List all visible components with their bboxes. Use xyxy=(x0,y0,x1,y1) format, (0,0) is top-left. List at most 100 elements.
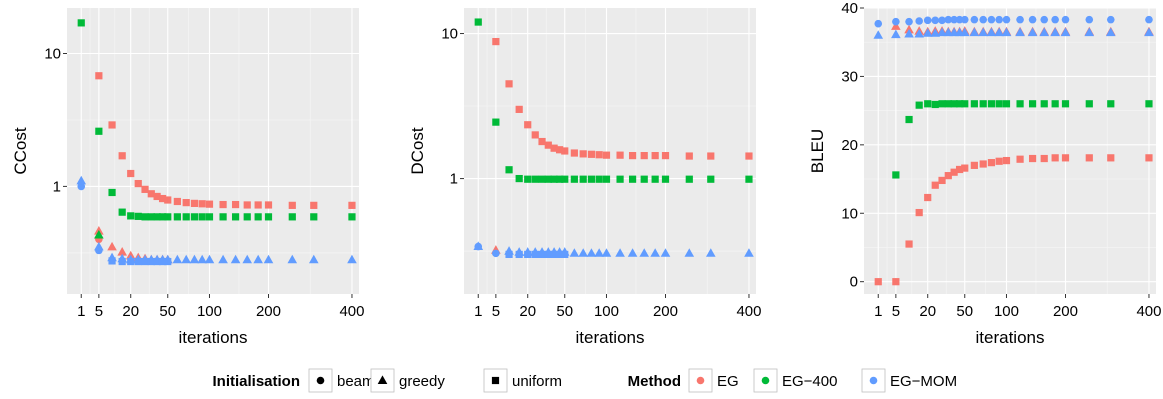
data-point xyxy=(555,175,564,183)
data-point xyxy=(959,27,970,37)
data-point xyxy=(931,16,940,25)
data-point xyxy=(158,213,167,221)
data-point xyxy=(108,188,116,197)
data-point xyxy=(190,213,199,221)
data-point xyxy=(1016,15,1024,24)
data-point xyxy=(685,152,693,160)
data-point xyxy=(601,248,612,257)
data-point xyxy=(924,100,932,108)
panel-background xyxy=(864,8,1156,294)
data-point xyxy=(1040,154,1048,163)
data-point xyxy=(661,175,670,183)
data-point xyxy=(970,15,979,24)
data-point xyxy=(190,199,199,207)
y-tick-label: 20 xyxy=(841,137,858,154)
data-point xyxy=(492,37,500,46)
legend: Initialisation beam greedy uniform Method … xyxy=(212,368,957,393)
data-point xyxy=(1051,100,1059,108)
data-point xyxy=(994,27,1004,37)
data-point xyxy=(264,213,273,221)
data-point xyxy=(924,193,932,202)
data-point xyxy=(1016,155,1024,163)
data-point xyxy=(219,213,227,221)
data-point xyxy=(570,175,578,183)
data-point xyxy=(118,208,126,216)
data-point xyxy=(915,101,923,109)
data-point xyxy=(955,165,964,174)
legend-title-method: Method xyxy=(628,373,681,390)
data-point xyxy=(108,121,116,129)
x-tick-label: 50 xyxy=(556,303,573,320)
data-point xyxy=(134,212,142,220)
data-point xyxy=(158,194,167,203)
data-point xyxy=(938,16,946,25)
data-point xyxy=(651,175,659,183)
data-point xyxy=(243,201,251,209)
data-point xyxy=(1106,15,1115,24)
data-point xyxy=(555,146,564,154)
grid-lines xyxy=(67,8,359,294)
data-point xyxy=(141,213,149,221)
data-point xyxy=(892,17,900,26)
data-point xyxy=(76,175,87,185)
data-point xyxy=(905,17,913,26)
data-point xyxy=(524,121,532,129)
data-point xyxy=(970,161,978,169)
x-tick-label: 1 xyxy=(77,303,85,320)
x-axis-title: iterations xyxy=(976,328,1045,347)
data-point xyxy=(1144,27,1154,37)
data-point xyxy=(628,175,637,183)
legend-key-symbol xyxy=(696,376,705,385)
data-point xyxy=(505,80,513,88)
data-point xyxy=(892,278,900,286)
data-point xyxy=(995,100,1003,108)
data-point xyxy=(569,248,580,257)
y-axis-title: BLEU xyxy=(808,129,827,173)
data-point xyxy=(505,250,513,259)
data-point xyxy=(937,27,947,37)
data-point xyxy=(77,182,86,191)
data-point xyxy=(253,254,263,264)
data-point xyxy=(1084,27,1095,37)
data-point xyxy=(107,241,117,251)
data-point xyxy=(230,254,241,264)
data-point xyxy=(492,118,500,126)
data-point xyxy=(944,15,953,24)
data-point xyxy=(243,213,251,221)
data-point xyxy=(555,250,564,259)
data-point xyxy=(127,169,135,178)
y-tick-label: 1 xyxy=(53,178,61,195)
data-point xyxy=(538,175,546,183)
data-point xyxy=(204,254,215,264)
x-tick-label: 20 xyxy=(122,303,139,320)
data-point xyxy=(181,254,192,264)
data-point xyxy=(141,185,149,193)
legend-item: EG−400 xyxy=(753,368,837,393)
data-point xyxy=(1145,15,1153,24)
data-point xyxy=(1145,154,1153,162)
y-tick-label: 10 xyxy=(44,46,61,63)
data-point xyxy=(308,254,319,264)
data-point xyxy=(531,250,539,259)
data-point xyxy=(915,17,923,25)
data-point xyxy=(938,176,946,185)
data-point xyxy=(347,254,357,264)
data-point xyxy=(1060,27,1071,37)
data-point xyxy=(594,248,604,257)
data-point xyxy=(995,15,1003,24)
data-point xyxy=(661,152,670,160)
data-point xyxy=(570,149,578,157)
data-point xyxy=(922,28,933,37)
data-point xyxy=(640,152,648,160)
legend-key-symbol xyxy=(377,375,388,384)
data-point xyxy=(892,171,900,179)
data-point xyxy=(705,248,716,257)
data-point xyxy=(254,213,262,221)
data-point xyxy=(1085,15,1094,24)
data-point xyxy=(1051,154,1059,162)
data-points xyxy=(873,15,1154,286)
data-point xyxy=(944,172,952,180)
